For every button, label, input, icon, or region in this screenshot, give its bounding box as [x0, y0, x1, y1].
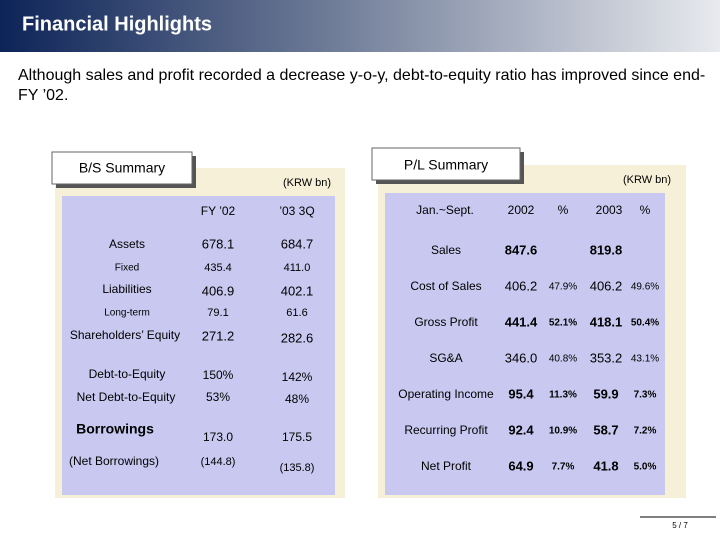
bs-row-label: Assets: [109, 237, 145, 251]
pl-cell: 43.1%: [631, 354, 659, 365]
bs-row-label: Liabilities: [102, 282, 151, 296]
pl-cell: 7.3%: [634, 390, 657, 401]
pl-cell: 5.0%: [634, 462, 657, 473]
bs-row-label: (Net Borrowings): [69, 454, 159, 468]
bs-cell: 282.6: [281, 330, 314, 345]
bs-cell: 678.1: [202, 236, 235, 251]
bs-row-label: Borrowings: [76, 421, 154, 437]
bs-tab: [51, 151, 193, 185]
bs-row-label: Long-term: [104, 308, 150, 319]
pl-cell: 7.7%: [552, 462, 575, 473]
bs-cell: 406.9: [202, 283, 235, 298]
pl-cell: 353.2: [590, 350, 623, 365]
bs-cell: 173.0: [203, 430, 233, 444]
pl-cell: 346.0: [505, 350, 538, 365]
bs-title: B/S Summary: [79, 160, 165, 176]
pl-cell: 95.4: [508, 386, 534, 401]
bs-cell: 271.2: [202, 328, 235, 343]
pl-cell: 47.9%: [549, 282, 577, 293]
bs-row-label: Net Debt-to-Equity: [77, 390, 176, 404]
pl-row-label: Recurring Profit: [404, 423, 488, 437]
bs-row-label: Shareholders’ Equity: [70, 328, 180, 342]
pl-col-header: Jan.~Sept.: [416, 203, 474, 217]
bs-cell: 53%: [206, 390, 230, 404]
bs-table-bg: [62, 196, 335, 495]
pl-cell: 41.8: [593, 458, 618, 473]
pl-col-header: 2002: [508, 203, 535, 217]
bs-cell: (135.8): [280, 462, 315, 474]
pl-row-label: Gross Profit: [414, 315, 478, 329]
bs-unit: (KRW bn): [283, 177, 331, 189]
bs-cell: 150%: [203, 368, 234, 382]
pl-row-label: SG&A: [429, 351, 462, 365]
bs-row-label: Debt-to-Equity: [89, 367, 166, 381]
bs-cell: 61.6: [286, 307, 307, 319]
header-bar: [0, 0, 720, 52]
pl-col-header: %: [640, 203, 651, 217]
bs-cell: 411.0: [284, 262, 311, 274]
pl-cell: 819.8: [590, 242, 623, 257]
bs-cell: 402.1: [281, 283, 314, 298]
pl-cell: 40.8%: [549, 354, 577, 365]
bs-row-label: Fixed: [115, 263, 139, 274]
bs-cell: 48%: [285, 392, 309, 406]
pl-cell: 7.2%: [634, 426, 657, 437]
pl-cell: 50.4%: [631, 318, 659, 329]
pl-cell: 64.9: [508, 458, 533, 473]
pl-tab: [371, 147, 521, 181]
pl-row-label: Operating Income: [398, 387, 494, 401]
pl-col-header: %: [558, 203, 569, 217]
pl-cell: 49.6%: [631, 282, 659, 293]
pl-cell: 10.9%: [549, 426, 577, 437]
bs-col-header: FY ’02: [201, 204, 236, 218]
bs-cell: 435.4: [204, 262, 232, 274]
pl-cell: 418.1: [590, 314, 623, 329]
pl-cell: 441.4: [505, 314, 538, 329]
bs-cell: 79.1: [207, 307, 228, 319]
pl-cell: 58.7: [593, 422, 618, 437]
bs-cell: 142%: [282, 370, 313, 384]
pl-title: P/L Summary: [404, 157, 488, 173]
pl-unit: (KRW bn): [623, 174, 671, 186]
pl-row-label: Sales: [431, 243, 461, 257]
title: Financial Highlights: [22, 13, 212, 35]
bs-cell: 684.7: [281, 236, 314, 251]
pl-cell: 52.1%: [549, 318, 577, 329]
pl-cell: 406.2: [505, 278, 538, 293]
summary: Although sales and profit recorded a dec…: [18, 67, 706, 104]
pl-table-bg: [385, 193, 665, 495]
summary-box: Although sales and profit recorded a dec…: [18, 67, 706, 104]
pl-cell: 11.3%: [549, 390, 577, 401]
pl-cell: 406.2: [590, 278, 623, 293]
bs-cell: (144.8): [201, 456, 236, 468]
page-number: 5 / 7: [672, 521, 688, 530]
pl-col-header: 2003: [596, 203, 623, 217]
bs-cell: 175.5: [282, 430, 312, 444]
pl-cell: 92.4: [508, 422, 534, 437]
pl-cell: 847.6: [505, 242, 538, 257]
pl-row-label: Cost of Sales: [410, 279, 481, 293]
pl-cell: 59.9: [593, 386, 618, 401]
bs-col-header: ’03 3Q: [279, 204, 314, 218]
pl-row-label: Net Profit: [421, 459, 472, 473]
